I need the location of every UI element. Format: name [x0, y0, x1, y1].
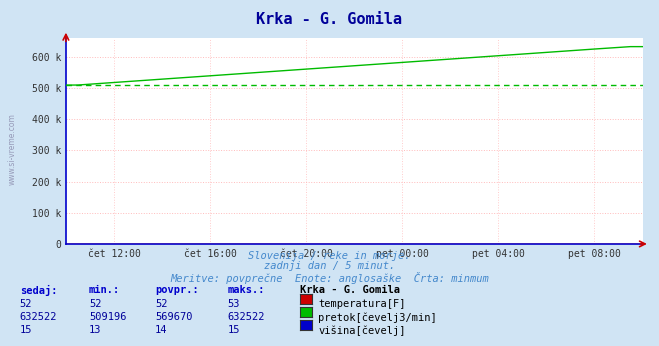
Text: 52: 52	[20, 299, 32, 309]
Text: pretok[čevelj3/min]: pretok[čevelj3/min]	[318, 312, 437, 322]
Text: 632522: 632522	[20, 312, 57, 322]
Text: višina[čevelј]: višina[čevelј]	[318, 325, 406, 336]
Text: 509196: 509196	[89, 312, 127, 322]
Text: 53: 53	[227, 299, 240, 309]
Text: povpr.:: povpr.:	[155, 285, 198, 295]
Text: 52: 52	[155, 299, 167, 309]
Text: 13: 13	[89, 325, 101, 335]
Text: Krka - G. Gomila: Krka - G. Gomila	[256, 12, 403, 27]
Text: zadnji dan / 5 minut.: zadnji dan / 5 minut.	[264, 261, 395, 271]
Text: temperatura[F]: temperatura[F]	[318, 299, 406, 309]
Text: Slovenija / reke in morje.: Slovenija / reke in morje.	[248, 251, 411, 261]
Text: 15: 15	[20, 325, 32, 335]
Text: sedaj:: sedaj:	[20, 285, 57, 297]
Text: maks.:: maks.:	[227, 285, 265, 295]
Text: min.:: min.:	[89, 285, 120, 295]
Text: Meritve: povprečne  Enote: anglosaške  Črta: minmum: Meritve: povprečne Enote: anglosaške Črt…	[170, 272, 489, 284]
Text: 15: 15	[227, 325, 240, 335]
Text: www.si-vreme.com: www.si-vreme.com	[8, 113, 17, 185]
Text: Krka - G. Gomila: Krka - G. Gomila	[300, 285, 400, 295]
Text: 14: 14	[155, 325, 167, 335]
Text: 569670: 569670	[155, 312, 192, 322]
Text: 632522: 632522	[227, 312, 265, 322]
Text: 52: 52	[89, 299, 101, 309]
